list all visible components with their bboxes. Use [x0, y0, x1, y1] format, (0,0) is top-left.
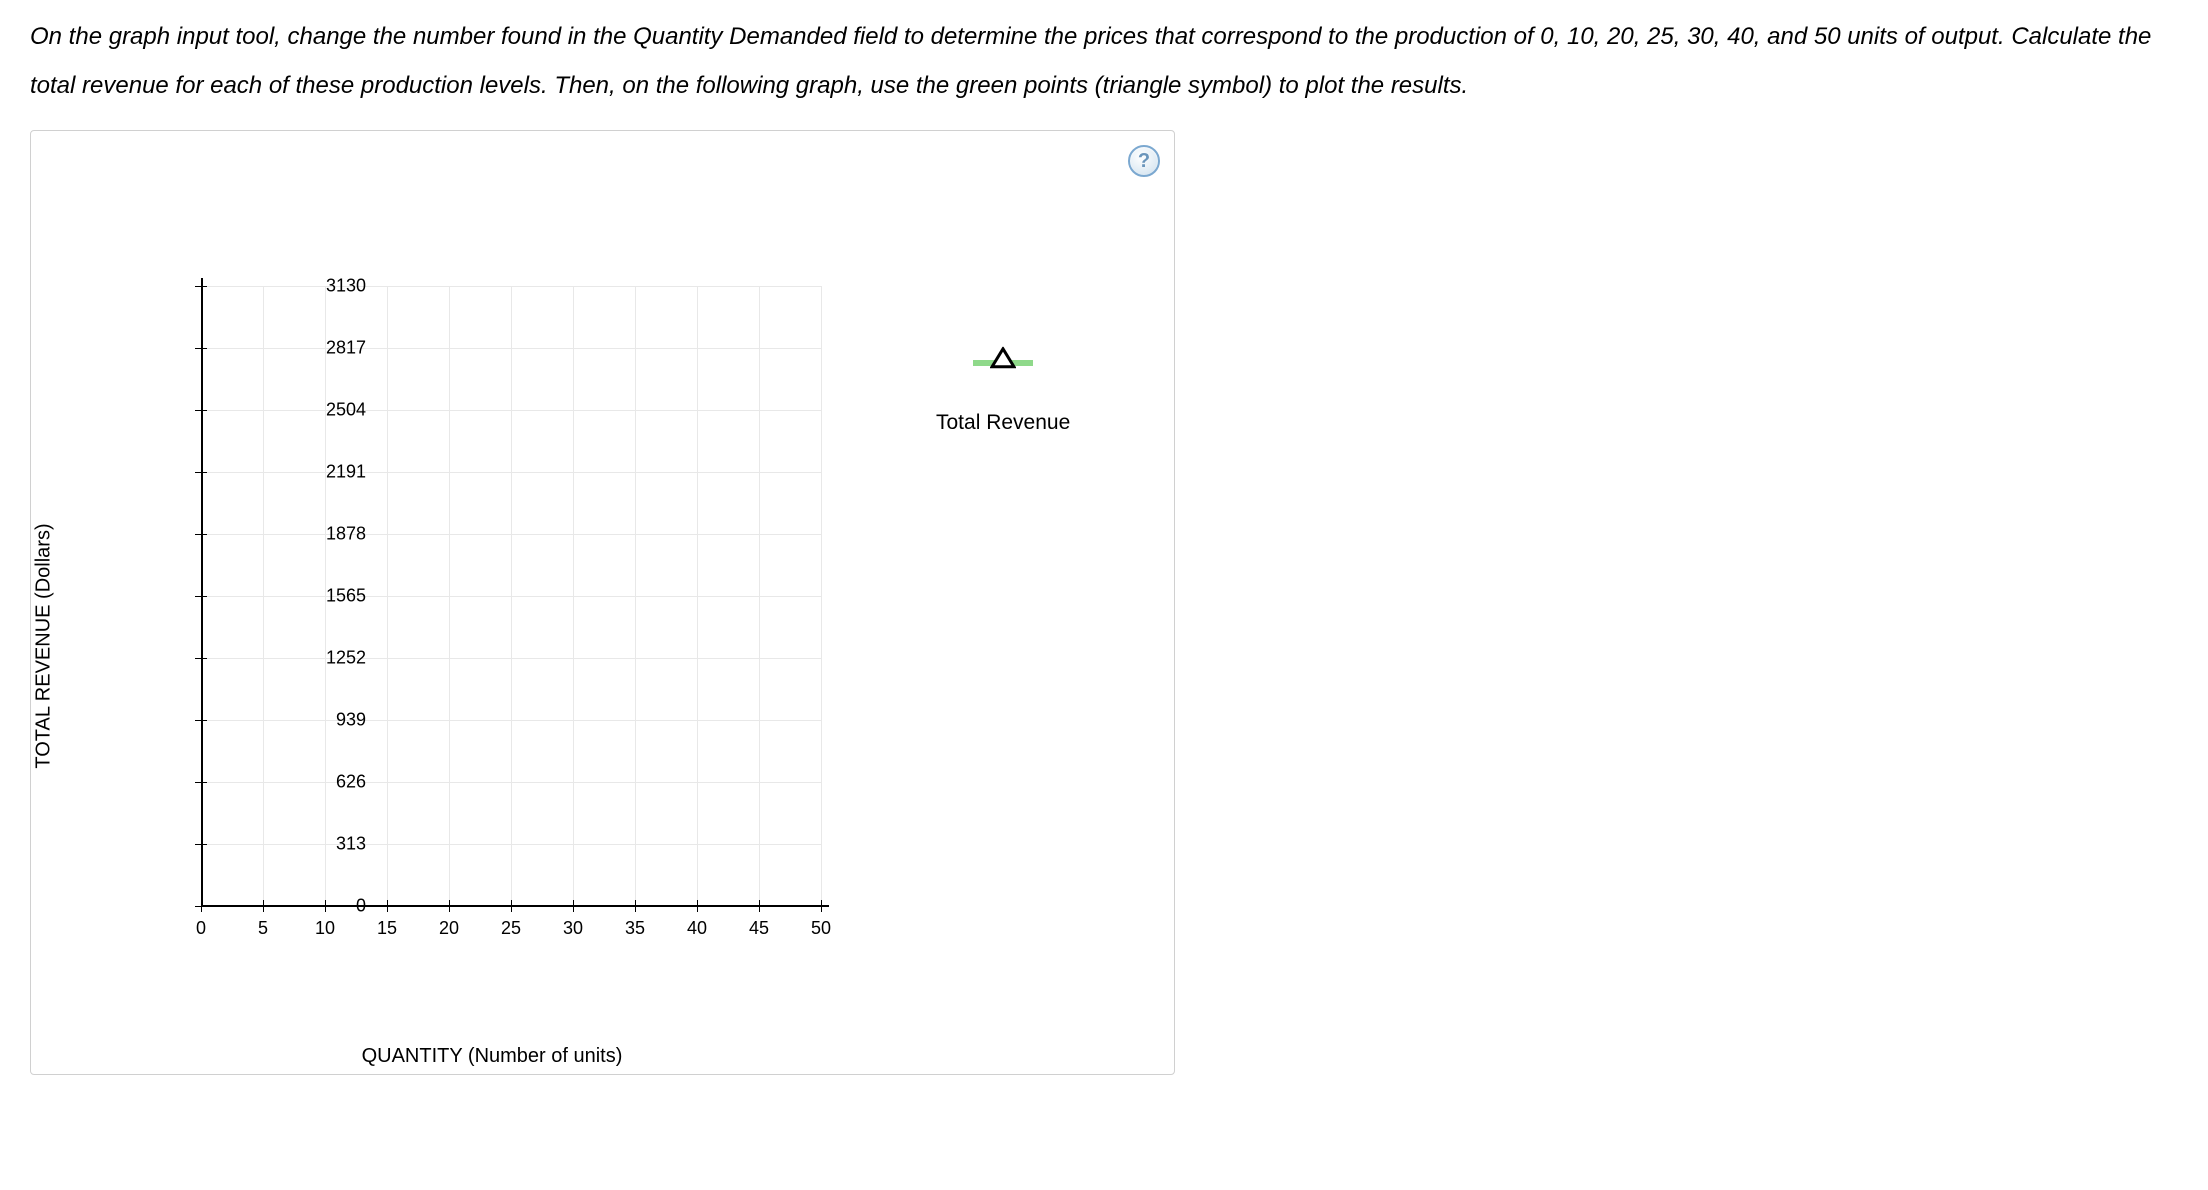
grid-line-horizontal — [201, 658, 821, 659]
y-tick — [195, 410, 207, 411]
y-tick — [195, 286, 207, 287]
x-tick — [263, 900, 264, 912]
x-tick — [511, 900, 512, 912]
y-tick — [195, 596, 207, 597]
legend-symbol — [973, 351, 1033, 375]
y-tick-label: 626 — [306, 772, 366, 793]
y-tick — [195, 782, 207, 783]
y-tick-label: 1565 — [306, 586, 366, 607]
grid-line-horizontal — [201, 844, 821, 845]
grid-line-horizontal — [201, 348, 821, 349]
x-tick — [573, 900, 574, 912]
y-tick-label: 2817 — [306, 338, 366, 359]
x-tick-label: 20 — [439, 918, 459, 939]
triangle-icon — [990, 347, 1016, 374]
chart-panel: ? TOTAL REVENUE (Dollars) QUANTITY (Numb… — [30, 130, 1175, 1075]
x-tick-label: 35 — [625, 918, 645, 939]
grid-line-horizontal — [201, 534, 821, 535]
legend[interactable]: Total Revenue — [936, 351, 1070, 435]
x-tick-label: 0 — [196, 918, 206, 939]
grid-line-horizontal — [201, 782, 821, 783]
y-tick — [195, 720, 207, 721]
x-tick-label: 15 — [377, 918, 397, 939]
x-tick-label: 40 — [687, 918, 707, 939]
grid-line-horizontal — [201, 410, 821, 411]
y-axis-label: TOTAL REVENUE (Dollars) — [33, 524, 56, 769]
x-tick-label: 25 — [501, 918, 521, 939]
y-tick-label: 939 — [306, 710, 366, 731]
y-tick-label: 2504 — [306, 400, 366, 421]
grid-line-horizontal — [201, 720, 821, 721]
legend-label: Total Revenue — [936, 411, 1070, 435]
help-button[interactable]: ? — [1128, 145, 1160, 177]
grid-line-vertical — [821, 286, 822, 906]
x-tick-label: 45 — [749, 918, 769, 939]
x-tick-label: 30 — [563, 918, 583, 939]
y-tick — [195, 844, 207, 845]
grid-line-horizontal — [201, 596, 821, 597]
x-tick — [697, 900, 698, 912]
x-tick — [759, 900, 760, 912]
y-axis — [201, 278, 203, 906]
y-tick — [195, 534, 207, 535]
instructions-text: On the graph input tool, change the numb… — [30, 12, 2178, 110]
x-tick-label: 10 — [315, 918, 335, 939]
x-axis-label: QUANTITY (Number of units) — [362, 1045, 623, 1068]
x-tick — [387, 900, 388, 912]
x-tick-label: 5 — [258, 918, 268, 939]
x-axis — [201, 905, 829, 907]
x-tick — [449, 900, 450, 912]
y-tick-label: 3130 — [306, 276, 366, 297]
y-tick — [195, 906, 207, 907]
y-tick — [195, 472, 207, 473]
y-tick-label: 1878 — [306, 524, 366, 545]
plot-area[interactable] — [201, 286, 821, 906]
y-tick-label: 313 — [306, 834, 366, 855]
y-tick-label: 0 — [306, 896, 366, 917]
x-tick — [821, 900, 822, 912]
y-tick — [195, 658, 207, 659]
y-tick-label: 1252 — [306, 648, 366, 669]
x-tick — [635, 900, 636, 912]
grid-line-horizontal — [201, 472, 821, 473]
y-tick — [195, 348, 207, 349]
y-tick-label: 2191 — [306, 462, 366, 483]
chart-body: TOTAL REVENUE (Dollars) QUANTITY (Number… — [96, 286, 896, 1006]
grid-line-horizontal — [201, 286, 821, 287]
x-tick-label: 50 — [811, 918, 831, 939]
